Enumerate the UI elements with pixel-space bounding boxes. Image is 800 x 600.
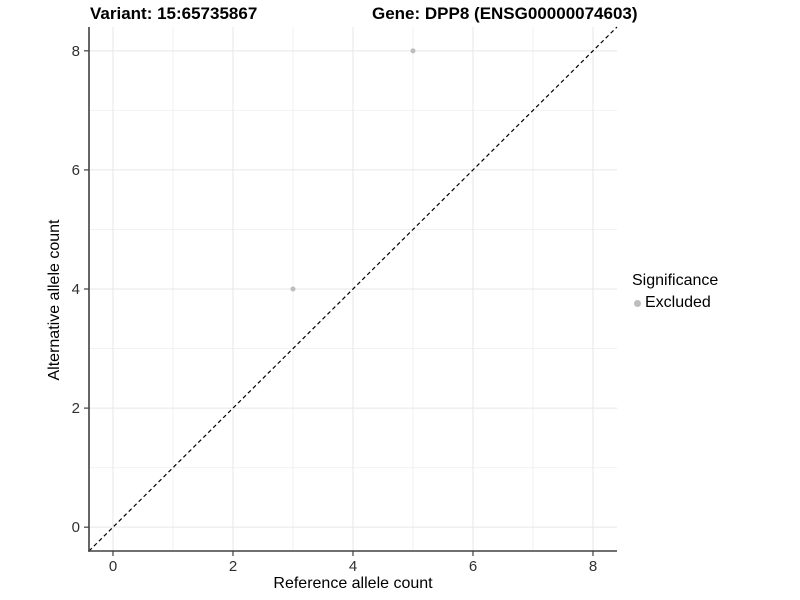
legend-item-excluded: Excluded [634,294,718,312]
y-axis-title: Alternative allele count [46,219,63,381]
variant-title: Variant: 15:65735867 [90,4,258,23]
y-tick-label: 0 [72,519,80,536]
x-tick-label: 8 [589,558,597,575]
y-tick-label: 2 [72,400,80,417]
legend-title: Significance [632,272,719,289]
data-point [290,286,296,292]
legend: Significance Excluded [632,272,718,312]
y-tick-label: 4 [72,281,80,298]
x-tick-label: 2 [229,558,237,575]
x-axis-title: Reference allele count [273,575,433,592]
y-tick-label: 6 [72,162,80,179]
identity-line [88,26,618,552]
x-tick-label: 4 [349,558,357,575]
x-tick-label: 0 [109,558,117,575]
data-point [410,48,416,54]
legend-point-icon [634,299,641,307]
legend-item-label: Excluded [645,294,711,311]
y-tick-label: 8 [72,43,80,60]
gene-title: Gene: DPP8 (ENSG00000074603) [372,4,638,23]
x-tick-label: 6 [469,558,477,575]
